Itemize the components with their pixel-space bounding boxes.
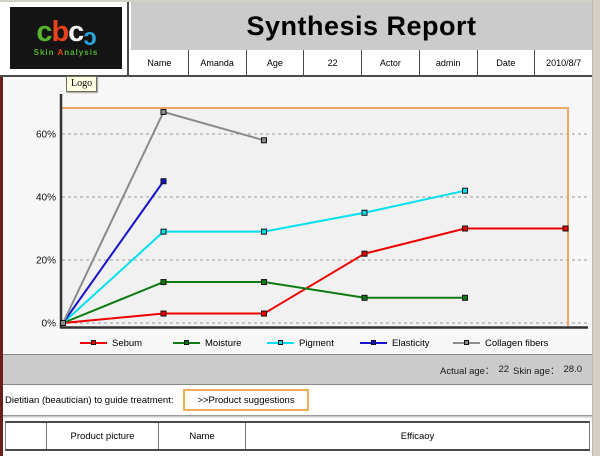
brand-letter: c (36, 16, 52, 48)
legend-swatch (173, 340, 200, 345)
chart-panel: 0% 20% 40% 60% Sebum Moisture Pigment Elastici… (0, 77, 592, 354)
data-point-sebum (462, 225, 468, 232)
brand-swoosh: ɔ (83, 24, 96, 51)
data-point-moisture (361, 294, 368, 301)
data-point-sebum (160, 310, 167, 317)
legend-label: Elasticity (392, 337, 430, 349)
skin-age-value: 28.0 (563, 364, 583, 375)
patient-field-value: 2010/8/7 (534, 50, 592, 75)
legend-marker (464, 340, 469, 345)
window-edge-left (0, 77, 3, 456)
data-point-pigment (462, 187, 468, 194)
product-table-header: Product picture Name Efficaoy (5, 421, 590, 451)
legend-item-pigment: Pigment (267, 337, 334, 349)
data-point-pigment (361, 209, 368, 216)
legend-item-collagen-fibers: Collagen fibers (453, 337, 548, 349)
patient-field-value: 22 (303, 50, 361, 75)
product-table-column-product-picture: Product picture (46, 423, 158, 449)
data-point-pigment (261, 228, 267, 235)
page-title: Synthesis Report (246, 10, 477, 41)
synthesis-chart: 0% 20% 40% 60% (36, 94, 588, 330)
legend-item-sebum: Sebum (80, 337, 142, 349)
treatment-label: Dietitian (beautician) to guide treatmen… (5, 395, 174, 406)
legend-swatch (267, 340, 294, 345)
brand-logo-letters: cbcɔ (36, 16, 96, 51)
brand-letter: b (51, 16, 69, 48)
data-point-collagen-fibers (160, 108, 167, 115)
data-point-moisture (160, 279, 167, 286)
y-axis-tick-label: 20% (36, 256, 56, 267)
brand-tagline: Skin Analysis (34, 48, 99, 57)
data-point-pigment (160, 228, 167, 235)
data-point-sebum (361, 250, 368, 257)
patient-header-row: Name Amanda Age 22 Actor admin Date 2010/8/7 (131, 50, 592, 75)
plot-border (62, 107, 569, 327)
patient-field-label: Date (476, 50, 535, 75)
logo-tooltip: Logo (66, 76, 98, 92)
patient-field-value: Amanda (187, 50, 246, 75)
series-line-elasticity (62, 180, 165, 324)
brand-logo: cbcɔ Skin Analysis (10, 7, 122, 69)
actual-age-label: Actual age： (440, 365, 495, 377)
legend-marker (184, 340, 189, 345)
legend-item-moisture: Moisture (173, 337, 241, 349)
header-divider (0, 75, 592, 77)
data-point-sebum (562, 225, 569, 232)
legend-swatch (360, 340, 387, 345)
window-edge-right (592, 0, 600, 456)
patient-field-label: Actor (361, 50, 419, 75)
brand-letter: c (68, 16, 84, 48)
patient-field-value: admin (418, 50, 477, 75)
data-point-collagen-fibers (261, 137, 267, 144)
product-suggestions-button[interactable]: >>Product suggestions (183, 389, 309, 411)
brand-tagline-part: A (57, 48, 65, 57)
data-point-moisture (462, 294, 468, 301)
series-line-sebum (62, 227, 566, 324)
legend-label: Moisture (205, 337, 242, 349)
skin-age-label: Skin age： (513, 365, 560, 377)
brand-tagline-part: Skin (33, 48, 58, 57)
legend-label: Collagen fibers (485, 337, 549, 349)
y-axis-tick-label: 40% (36, 193, 56, 204)
legend-label: Sebum (112, 337, 143, 349)
product-table-column-name: Name (158, 423, 245, 449)
y-axis-tick-label: 60% (36, 130, 56, 141)
patient-field-label: Age (245, 50, 304, 75)
product-table-column-efficaoy: Efficaoy (245, 423, 589, 449)
brand-tagline-part: nalysis (64, 48, 99, 57)
actual-age-value: 22 (498, 364, 510, 375)
title-panel: Synthesis Report (131, 2, 592, 50)
legend-label: Pigment (299, 337, 334, 349)
legend-swatch (453, 340, 480, 345)
data-point-sebum (261, 310, 267, 317)
patient-field-label: Name (147, 57, 172, 68)
legend-item-elasticity: Elasticity (360, 337, 429, 349)
data-point-moisture (261, 279, 267, 286)
legend-marker (371, 340, 376, 345)
product-table-column-blank (6, 423, 46, 449)
legend-marker (278, 340, 283, 345)
data-point-collagen-fibers (60, 320, 66, 326)
age-summary-strip: Actual age： 22 Skin age： 28.0 (0, 354, 592, 385)
data-point-elasticity (160, 178, 167, 185)
logo-panel: cbcɔ Skin Analysis (0, 2, 129, 75)
legend-marker (91, 340, 96, 345)
legend-swatch (80, 340, 107, 345)
treatment-row: Dietitian (beautician) to guide treatmen… (0, 386, 592, 415)
window-edge-top (0, 0, 600, 2)
section-divider (0, 415, 592, 418)
y-axis-tick-label: 0% (42, 319, 57, 330)
